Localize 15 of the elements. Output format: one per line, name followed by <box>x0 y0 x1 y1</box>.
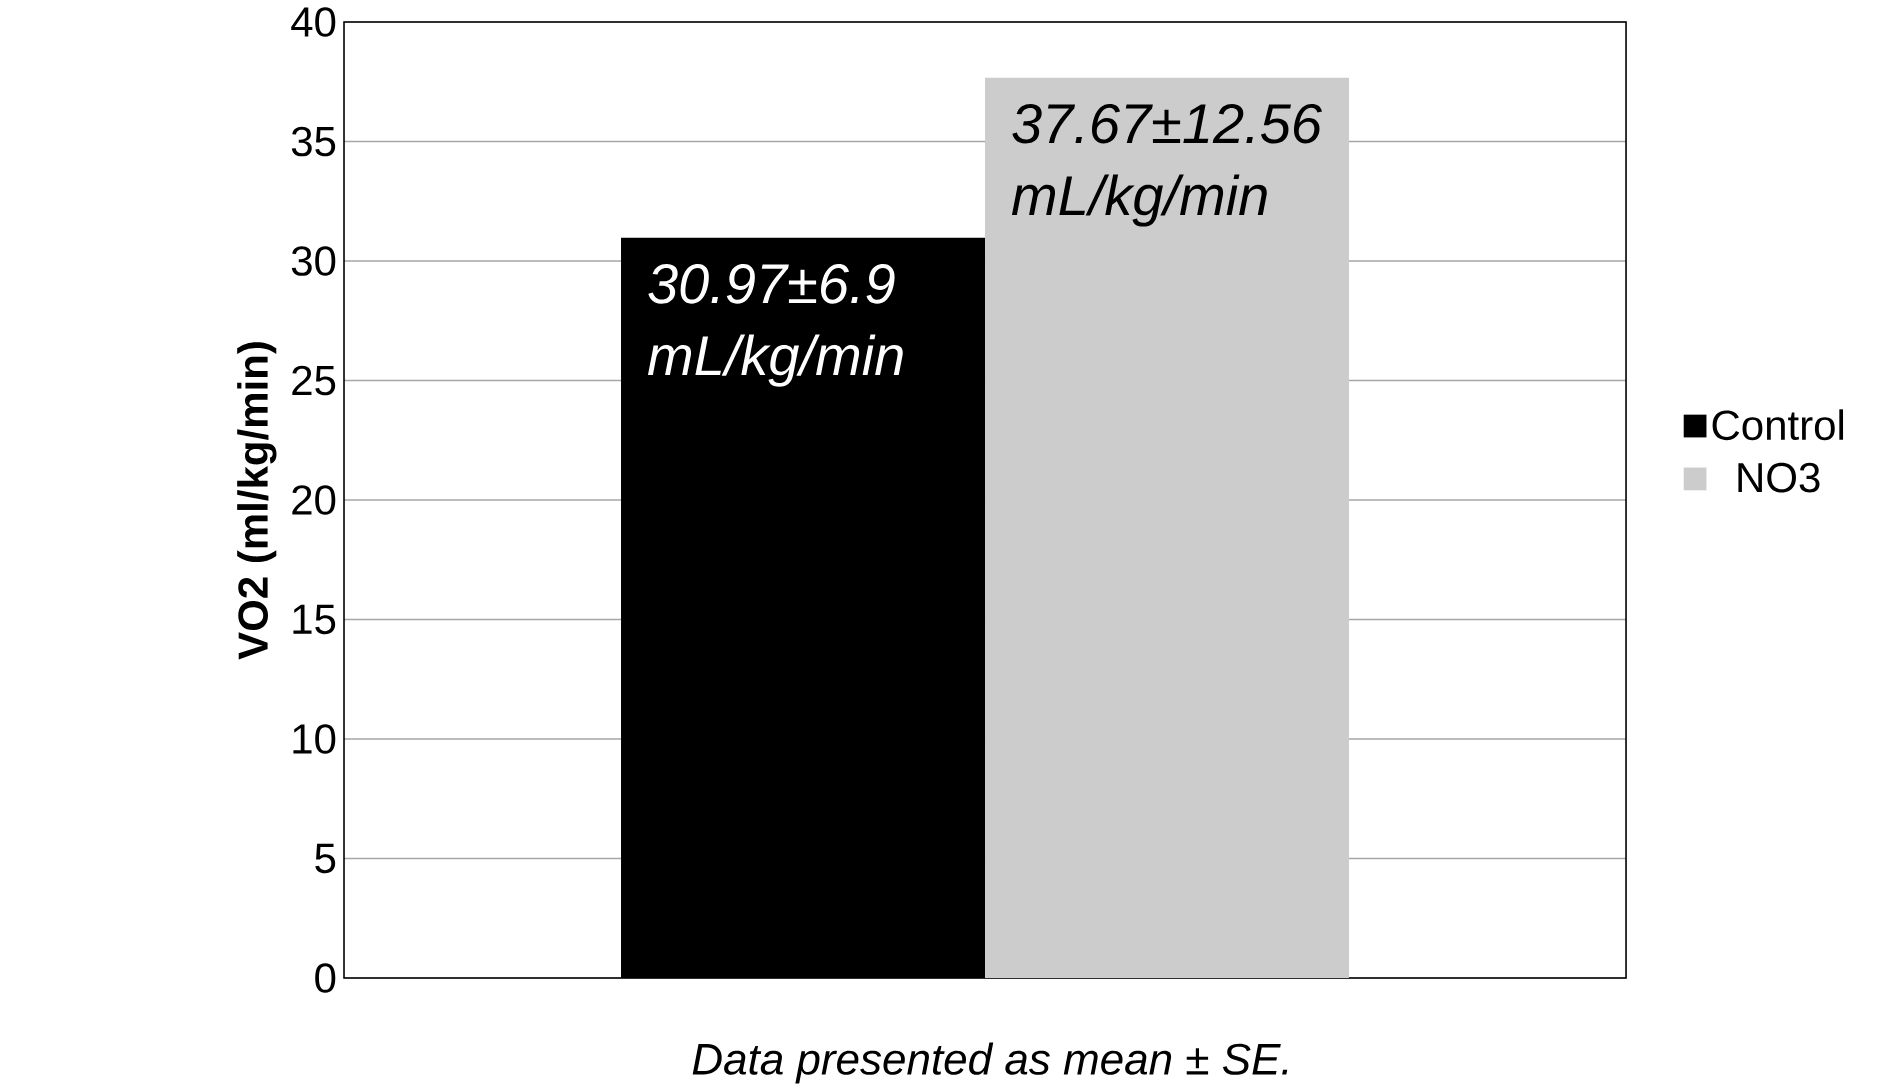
y-axis-title: VO2 (ml/kg/min) <box>237 342 277 660</box>
data-label: 37.67±12.56 mL/kg/min <box>1011 103 1322 227</box>
data-label: 30.97±6.9 mL/kg/min <box>647 264 903 387</box>
y-tick-label: 40 <box>291 7 336 37</box>
y-tick-label: 30 <box>291 246 336 276</box>
y-tick-label: 10 <box>293 724 336 754</box>
y-tick-label: 5 <box>315 843 336 874</box>
legend-label: Control <box>1712 409 1844 441</box>
legend-label: NO3 <box>1738 462 1820 493</box>
y-tick-label: 25 <box>292 365 336 396</box>
y-tick-label: 20 <box>292 485 336 515</box>
y-tick-label: 35 <box>291 126 336 157</box>
y-tick-label: 15 <box>293 604 336 635</box>
text: Data presented as mean ± SE. <box>692 1042 1288 1084</box>
y-tick-label: 0 <box>315 963 336 993</box>
